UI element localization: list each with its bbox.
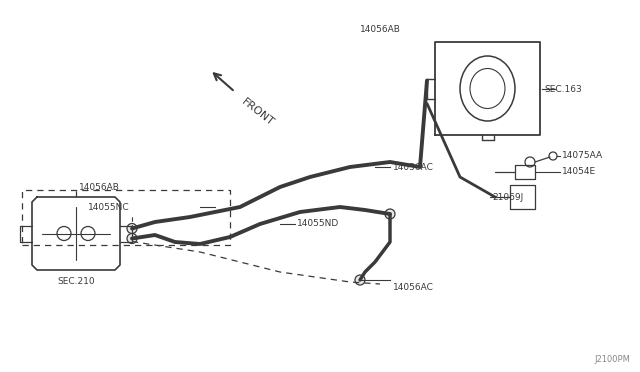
Text: 14054E: 14054E	[562, 167, 596, 176]
Text: SEC.163: SEC.163	[544, 84, 582, 93]
Circle shape	[127, 234, 137, 244]
Text: 14055ND: 14055ND	[297, 219, 339, 228]
Circle shape	[127, 224, 137, 234]
Text: 14056AB: 14056AB	[360, 26, 401, 35]
Text: 14055NC: 14055NC	[88, 202, 130, 212]
Text: 14056AC: 14056AC	[393, 282, 434, 292]
Text: SEC.210: SEC.210	[57, 278, 95, 286]
Text: 21069J: 21069J	[492, 192, 524, 202]
Circle shape	[355, 275, 365, 285]
Text: 14056AC: 14056AC	[393, 163, 434, 171]
Text: 14075AA: 14075AA	[562, 151, 603, 160]
Text: FRONT: FRONT	[240, 97, 276, 128]
Circle shape	[385, 209, 395, 219]
Text: J2100PM: J2100PM	[594, 355, 630, 364]
Text: 14056AB: 14056AB	[79, 183, 120, 192]
